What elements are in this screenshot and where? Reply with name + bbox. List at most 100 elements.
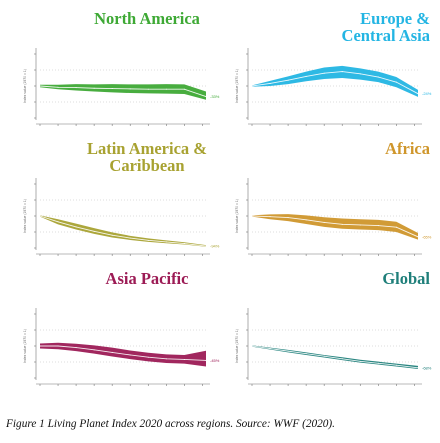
data-point — [287, 350, 289, 352]
data-point — [165, 358, 167, 360]
data-point — [395, 364, 397, 366]
end-change-label: -68% — [422, 365, 432, 370]
y-axis-label: Index value (1970 = 1) — [23, 69, 27, 103]
region-chart: Index value (1970 = 1) -24% — [235, 48, 432, 126]
data-point — [111, 234, 113, 236]
panel-title: Latin America & Caribbean — [86, 139, 208, 175]
data-point — [39, 85, 41, 87]
end-change-label: -45% — [210, 358, 220, 363]
data-point — [183, 243, 185, 245]
region-panel: Africa Index value (1970 = 1) -65% — [222, 138, 436, 262]
data-point — [269, 82, 271, 84]
region-chart: Index value (1970 = 1) -68% — [235, 308, 432, 386]
data-point — [377, 225, 379, 227]
region-panel: Global Index value (1970 = 1) -68% — [222, 268, 436, 392]
end-change-label: -33% — [210, 94, 220, 99]
confidence-band — [252, 65, 418, 97]
data-point — [183, 358, 185, 360]
data-point — [359, 360, 361, 362]
panel-title: Europe & Central Asia — [341, 9, 430, 45]
panel-title: Africa — [385, 139, 430, 158]
y-axis-label: Index value (1970 = 1) — [235, 199, 239, 233]
data-point — [417, 93, 419, 95]
data-point — [269, 348, 271, 350]
end-change-label: -24% — [422, 91, 432, 96]
data-point — [93, 349, 95, 351]
lpi-panel-grid: North America Index value (1970 = 1) -33% E… — [10, 8, 436, 392]
data-point — [377, 362, 379, 364]
data-point — [323, 355, 325, 357]
index-line — [39, 215, 207, 247]
index-line — [251, 71, 419, 95]
data-point — [341, 71, 343, 73]
data-point — [111, 351, 113, 353]
panel-title: Asia Pacific — [105, 269, 189, 288]
data-point — [251, 345, 253, 347]
region-chart: Index value (1970 = 1) -65% — [235, 178, 432, 256]
data-point — [147, 239, 149, 241]
data-point — [269, 216, 271, 218]
data-point — [147, 88, 149, 90]
confidence-band — [40, 215, 206, 247]
data-point — [359, 73, 361, 75]
data-point — [395, 81, 397, 83]
panel-title: Global — [382, 269, 430, 288]
data-point — [93, 230, 95, 232]
region-chart: Index value (1970 = 1) -94% — [23, 178, 220, 256]
region-panel: Asia Pacific Index value (1970 = 1) -45% — [10, 268, 224, 392]
data-point — [93, 87, 95, 89]
y-axis-label: Index value (1970 = 1) — [235, 69, 239, 103]
figure-caption: Figure 1 Living Planet Index 2020 across… — [6, 418, 336, 430]
data-point — [341, 358, 343, 360]
data-point — [359, 224, 361, 226]
data-point — [129, 88, 131, 90]
data-point — [205, 359, 207, 361]
end-change-label: -94% — [210, 244, 220, 249]
data-point — [75, 347, 77, 349]
data-point — [395, 226, 397, 228]
data-point — [323, 72, 325, 74]
y-axis-label: Index value (1970 = 1) — [23, 329, 27, 363]
confidence-band — [252, 345, 418, 370]
data-point — [111, 88, 113, 90]
region-chart: Index value (1970 = 1) -33% — [23, 48, 220, 126]
region-panel: Latin America & Caribbean Index value (19… — [10, 138, 224, 262]
y-axis-label: Index value (1970 = 1) — [235, 329, 239, 363]
region-chart: Index value (1970 = 1) -45% — [23, 308, 220, 386]
index-line — [251, 345, 419, 369]
index-line — [40, 345, 207, 361]
data-point — [165, 88, 167, 90]
index-line — [251, 215, 419, 238]
panel-title: North America — [94, 9, 200, 28]
data-point — [323, 221, 325, 223]
region-panel: Europe & Central Asia Index value (1970 =… — [222, 8, 436, 132]
data-point — [183, 88, 185, 90]
end-change-label: -65% — [422, 234, 432, 239]
data-point — [129, 354, 131, 356]
data-point — [57, 221, 59, 223]
data-point — [129, 237, 131, 239]
data-point — [417, 236, 419, 238]
data-point — [57, 86, 59, 88]
data-point — [147, 356, 149, 358]
data-point — [205, 96, 207, 98]
data-point — [75, 226, 77, 228]
data-point — [165, 241, 167, 243]
data-point — [75, 87, 77, 89]
confidence-band — [40, 84, 206, 100]
region-panel: North America Index value (1970 = 1) -33% — [10, 8, 224, 132]
data-point — [341, 223, 343, 225]
data-point — [251, 85, 253, 87]
data-point — [305, 75, 307, 77]
data-point — [305, 219, 307, 221]
confidence-band — [252, 214, 418, 240]
data-point — [377, 76, 379, 78]
data-point — [417, 367, 419, 369]
data-point — [251, 215, 253, 217]
data-point — [287, 79, 289, 81]
data-point — [57, 345, 59, 347]
data-point — [39, 345, 41, 347]
data-point — [305, 353, 307, 355]
index-line — [39, 85, 207, 97]
y-axis-label: Index value (1970 = 1) — [23, 199, 27, 233]
